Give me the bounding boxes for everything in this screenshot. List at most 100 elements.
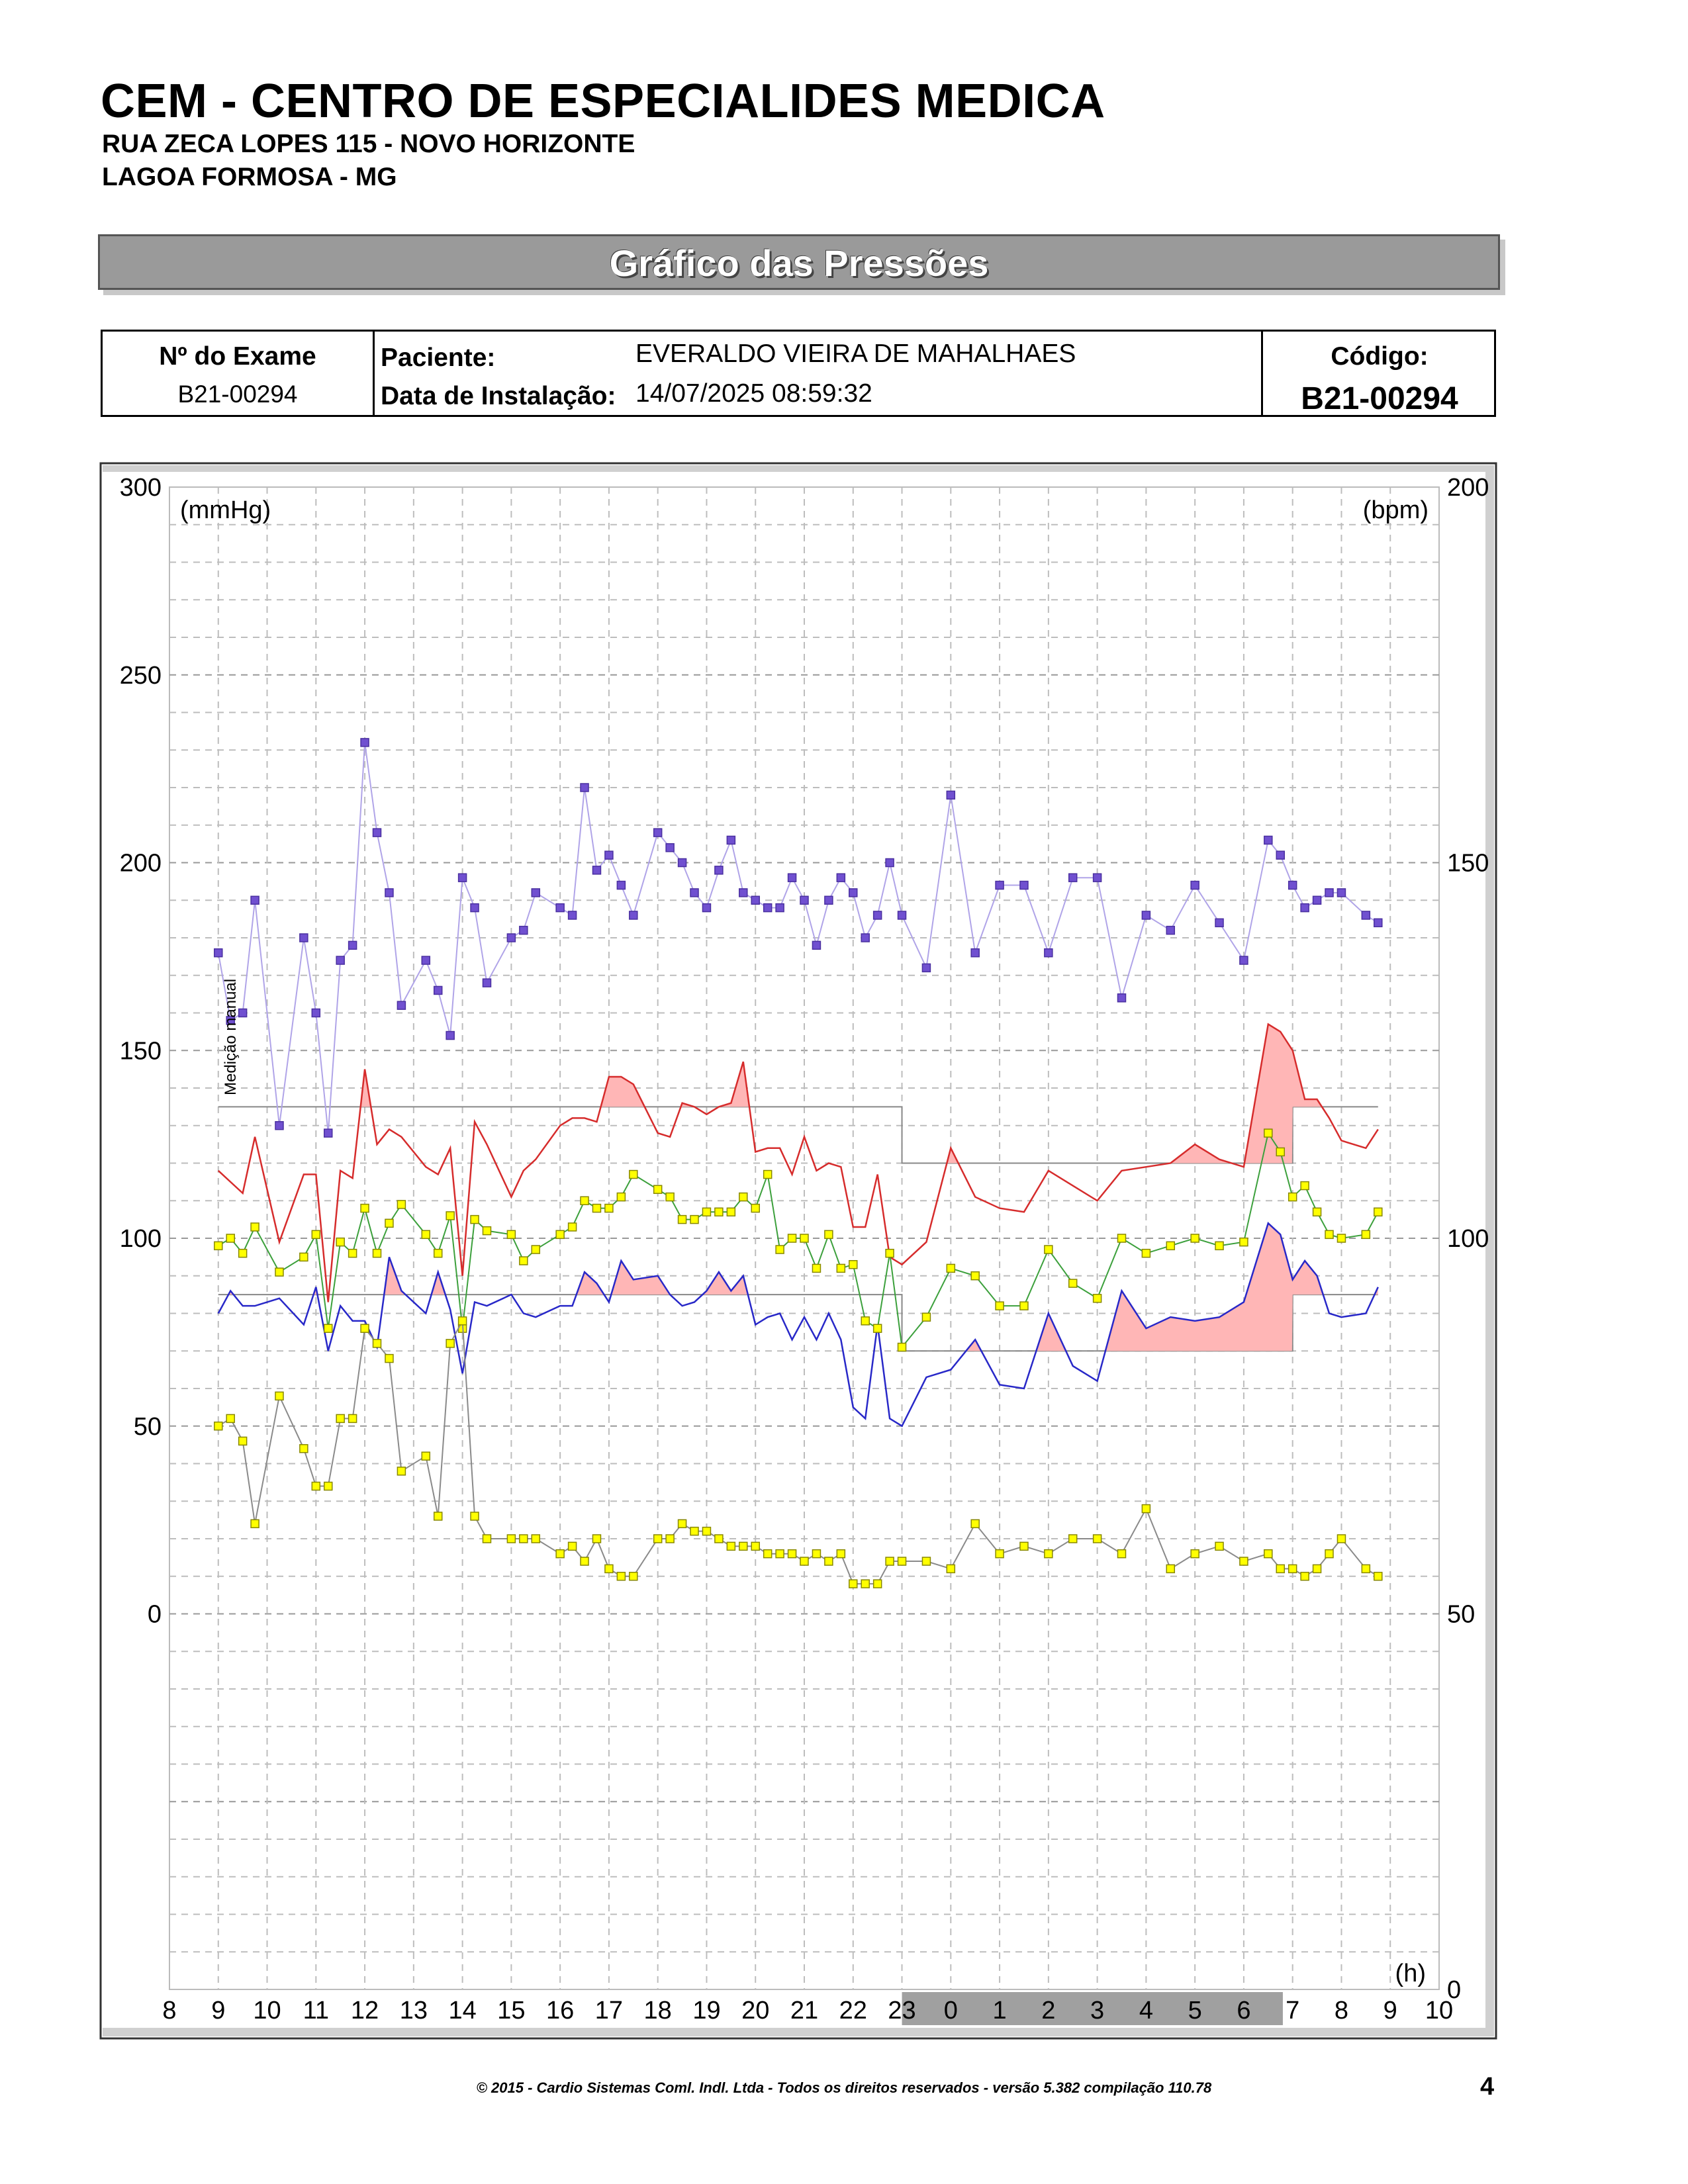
left-axis-tick-label: 250 — [120, 662, 162, 690]
pulse-pressure-point — [1092, 1534, 1102, 1543]
left-axis-tick-label: 300 — [120, 474, 162, 502]
heart-rate-point — [1300, 903, 1309, 913]
pulse-pressure-point — [836, 1549, 846, 1559]
x-axis-tick-label: 8 — [1335, 1997, 1348, 2025]
mean-point — [824, 1230, 833, 1240]
heart-rate-point — [885, 858, 894, 868]
mean-point — [1361, 1230, 1371, 1240]
x-axis-tick-label: 8 — [162, 1997, 176, 2025]
title-banner: Gráfico das Pressões — [98, 234, 1500, 290]
mean-point — [1325, 1230, 1334, 1240]
mean-point — [787, 1234, 797, 1243]
heart-rate-point — [567, 911, 577, 920]
mean-point — [921, 1312, 931, 1322]
mean-point — [238, 1248, 248, 1258]
x-axis-tick-label: 19 — [692, 1997, 720, 2025]
clinic-address: RUA ZECA LOPES 115 - NOVO HORIZONTE — [102, 130, 635, 158]
heart-rate-point — [677, 858, 687, 868]
heart-rate-point — [1374, 918, 1383, 928]
heart-rate-point — [800, 895, 809, 905]
pulse-pressure-point — [457, 1316, 467, 1326]
mean-point — [372, 1248, 382, 1258]
mean-point — [1336, 1234, 1346, 1243]
pulse-pressure-point — [665, 1534, 675, 1543]
frame-bevel-top — [103, 465, 1494, 472]
heart-rate-point — [531, 888, 541, 897]
pulse-pressure-point — [433, 1512, 443, 1521]
pulse-pressure-point — [1288, 1564, 1297, 1574]
pulse-pressure-point — [1336, 1534, 1346, 1543]
pulse-pressure-point — [250, 1519, 259, 1529]
heart-rate-point — [1288, 880, 1297, 890]
mean-point — [311, 1230, 321, 1240]
x-axis-tick-label: 15 — [497, 1997, 525, 2025]
exam-number-label: Nº do Exame — [159, 342, 316, 371]
heart-rate-point — [1092, 873, 1102, 882]
pulse-pressure-point — [372, 1339, 382, 1348]
heart-rate-point — [506, 933, 516, 942]
mean-point — [1117, 1234, 1127, 1243]
mean-point — [397, 1200, 406, 1209]
pulse-pressure-point — [1325, 1549, 1334, 1559]
mean-point — [861, 1316, 870, 1326]
mean-point — [751, 1203, 760, 1213]
pulse-pressure-point — [775, 1549, 784, 1559]
pulse-pressure-point — [751, 1541, 760, 1551]
heart-rate-point — [385, 888, 394, 897]
mean-point — [385, 1218, 394, 1228]
mean-point — [421, 1230, 431, 1240]
mean-point — [800, 1234, 809, 1243]
mean-point — [299, 1252, 308, 1262]
pulse-pressure-point — [970, 1519, 980, 1529]
mean-point — [616, 1192, 626, 1202]
heart-rate-point — [445, 1030, 455, 1040]
pulse-pressure-point — [1239, 1557, 1248, 1566]
pulse-pressure-point — [824, 1557, 833, 1566]
pulse-pressure-point — [787, 1549, 797, 1559]
code-label: Código: — [1331, 342, 1429, 371]
heart-rate-point — [702, 903, 712, 913]
systolic-excess-area — [1244, 1024, 1322, 1163]
pulse-pressure-point — [506, 1534, 516, 1543]
heart-rate-point — [861, 933, 870, 942]
pulse-pressure-point — [677, 1519, 687, 1529]
mean-point — [775, 1245, 784, 1254]
heart-rate-point — [970, 948, 980, 958]
install-date-label: Data de Instalação: — [381, 382, 616, 410]
systolic-excess-area — [361, 1069, 371, 1107]
mean-point — [714, 1207, 724, 1217]
heart-rate-point — [1325, 888, 1334, 897]
mean-point — [567, 1222, 577, 1232]
x-axis-tick-label: 23 — [888, 1997, 915, 2025]
info-separator — [1261, 332, 1263, 415]
heart-rate-point — [1190, 880, 1199, 890]
heart-rate-point — [1239, 956, 1248, 965]
heart-rate-point — [1117, 993, 1127, 1003]
pulse-pressure-point — [385, 1353, 394, 1363]
pulse-pressure-point — [921, 1557, 931, 1566]
systolic-line — [217, 1023, 1379, 1302]
right-axis-tick-label: 0 — [1447, 1976, 1461, 2004]
mean-point — [214, 1241, 223, 1251]
x-axis-tick-label: 17 — [595, 1997, 623, 2025]
pulse-pressure-point — [470, 1512, 479, 1521]
x-axis-tick-label: 10 — [1425, 1997, 1453, 2025]
pulse-pressure-point — [800, 1557, 809, 1566]
heart-rate-point — [592, 866, 602, 875]
mean-point — [690, 1214, 699, 1224]
heart-rate-point — [519, 925, 528, 935]
mean-point — [580, 1196, 589, 1205]
patient-label: Paciente: — [381, 343, 496, 372]
heart-rate-point — [360, 738, 369, 747]
clinic-city: LAGOA FORMOSA - MG — [102, 163, 397, 191]
x-axis-tick-label: 1 — [993, 1997, 1007, 2025]
mean-point — [946, 1263, 956, 1273]
heart-rate-point — [1166, 925, 1176, 935]
heart-rate-point — [604, 850, 614, 860]
mean-point — [1141, 1248, 1151, 1258]
right-axis-tick-label: 50 — [1447, 1601, 1475, 1629]
pulse-pressure-point — [604, 1564, 614, 1574]
pulse-pressure-point — [702, 1526, 712, 1536]
mean-point — [445, 1211, 455, 1220]
mean-point — [1166, 1241, 1176, 1251]
